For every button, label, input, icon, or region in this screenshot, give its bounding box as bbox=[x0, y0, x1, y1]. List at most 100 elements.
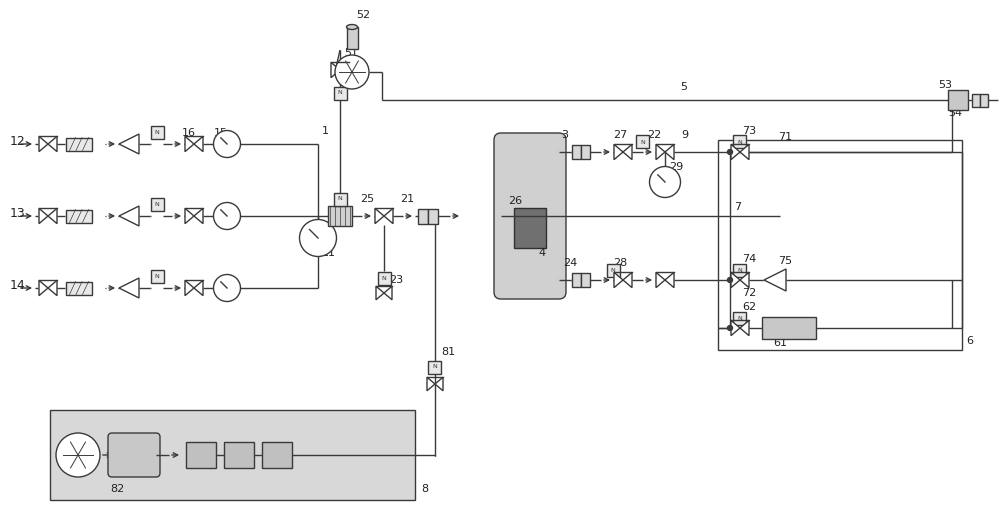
Polygon shape bbox=[48, 280, 57, 295]
Text: N: N bbox=[738, 267, 742, 272]
Text: 26: 26 bbox=[508, 196, 522, 206]
Circle shape bbox=[728, 326, 732, 330]
Bar bbox=[980, 93, 988, 106]
Text: N: N bbox=[433, 364, 437, 370]
Text: 8: 8 bbox=[421, 484, 428, 494]
Bar bbox=[418, 208, 428, 223]
Bar bbox=[150, 269, 164, 282]
Text: N: N bbox=[155, 274, 159, 279]
Bar bbox=[733, 264, 746, 277]
Polygon shape bbox=[740, 272, 749, 288]
Bar bbox=[762, 317, 816, 339]
Circle shape bbox=[728, 278, 732, 282]
Bar bbox=[150, 125, 164, 138]
Polygon shape bbox=[656, 145, 665, 160]
Text: 14: 14 bbox=[10, 279, 26, 292]
Polygon shape bbox=[764, 269, 786, 291]
Polygon shape bbox=[194, 208, 203, 223]
Bar bbox=[733, 312, 746, 325]
Bar bbox=[186, 442, 216, 468]
Bar bbox=[581, 145, 590, 159]
Bar bbox=[636, 136, 649, 148]
Bar bbox=[347, 27, 358, 49]
Polygon shape bbox=[331, 62, 340, 78]
Bar bbox=[224, 442, 254, 468]
Polygon shape bbox=[185, 208, 194, 223]
Polygon shape bbox=[740, 145, 749, 160]
Text: 13: 13 bbox=[10, 207, 26, 220]
Text: 12: 12 bbox=[10, 135, 26, 148]
Text: N: N bbox=[338, 90, 342, 96]
Polygon shape bbox=[435, 377, 443, 391]
Polygon shape bbox=[119, 278, 139, 298]
Polygon shape bbox=[427, 377, 435, 391]
Polygon shape bbox=[39, 208, 48, 223]
Circle shape bbox=[214, 130, 240, 158]
Bar bbox=[572, 145, 581, 159]
Bar bbox=[514, 208, 546, 248]
Bar bbox=[718, 140, 962, 350]
FancyBboxPatch shape bbox=[494, 133, 566, 299]
Polygon shape bbox=[340, 62, 349, 78]
Bar bbox=[334, 87, 347, 100]
Text: N: N bbox=[338, 196, 342, 201]
Text: N: N bbox=[611, 267, 615, 272]
Circle shape bbox=[650, 167, 680, 197]
Bar bbox=[334, 193, 347, 206]
Bar bbox=[50, 410, 415, 500]
Text: N: N bbox=[155, 129, 159, 135]
Polygon shape bbox=[194, 280, 203, 295]
Text: 5: 5 bbox=[680, 82, 687, 92]
Polygon shape bbox=[384, 286, 392, 300]
Text: 52: 52 bbox=[356, 10, 370, 20]
Text: N: N bbox=[641, 139, 645, 145]
Text: 27: 27 bbox=[613, 130, 627, 140]
Text: 53: 53 bbox=[938, 80, 952, 90]
Text: 7: 7 bbox=[734, 202, 741, 212]
Polygon shape bbox=[376, 286, 384, 300]
Bar bbox=[66, 209, 92, 222]
Polygon shape bbox=[731, 145, 740, 160]
Bar bbox=[328, 206, 352, 226]
Text: N: N bbox=[738, 139, 742, 145]
Text: 54: 54 bbox=[948, 108, 962, 118]
Bar bbox=[66, 281, 92, 294]
Text: 9: 9 bbox=[681, 130, 688, 140]
Polygon shape bbox=[740, 321, 749, 336]
Text: 23: 23 bbox=[389, 275, 403, 285]
Text: 62: 62 bbox=[742, 302, 756, 312]
Text: 74: 74 bbox=[742, 254, 756, 264]
Bar bbox=[606, 264, 620, 277]
Text: 72: 72 bbox=[742, 288, 756, 298]
Text: 4: 4 bbox=[538, 248, 545, 258]
Text: 82: 82 bbox=[110, 484, 124, 494]
Text: 25: 25 bbox=[360, 194, 374, 204]
Text: N: N bbox=[155, 201, 159, 207]
Text: 71: 71 bbox=[778, 132, 792, 142]
Circle shape bbox=[214, 203, 240, 230]
Text: 11: 11 bbox=[322, 248, 336, 258]
Text: 81: 81 bbox=[441, 347, 455, 357]
Text: N: N bbox=[382, 276, 386, 280]
Polygon shape bbox=[48, 208, 57, 223]
FancyBboxPatch shape bbox=[108, 433, 160, 477]
Text: 24: 24 bbox=[563, 258, 577, 268]
Text: N: N bbox=[738, 315, 742, 321]
Bar bbox=[150, 197, 164, 210]
Text: 73: 73 bbox=[742, 126, 756, 136]
Text: 61: 61 bbox=[773, 338, 787, 348]
Bar bbox=[66, 137, 92, 150]
Polygon shape bbox=[185, 280, 194, 295]
Polygon shape bbox=[119, 206, 139, 226]
Text: 1: 1 bbox=[322, 126, 329, 136]
Bar bbox=[428, 208, 438, 223]
Polygon shape bbox=[194, 136, 203, 152]
Polygon shape bbox=[119, 134, 139, 154]
Bar bbox=[572, 273, 581, 287]
Text: 29: 29 bbox=[669, 162, 683, 172]
Circle shape bbox=[300, 219, 336, 256]
Text: 15: 15 bbox=[214, 128, 228, 138]
Text: 6: 6 bbox=[966, 336, 973, 346]
Circle shape bbox=[56, 433, 100, 477]
Polygon shape bbox=[656, 272, 665, 288]
